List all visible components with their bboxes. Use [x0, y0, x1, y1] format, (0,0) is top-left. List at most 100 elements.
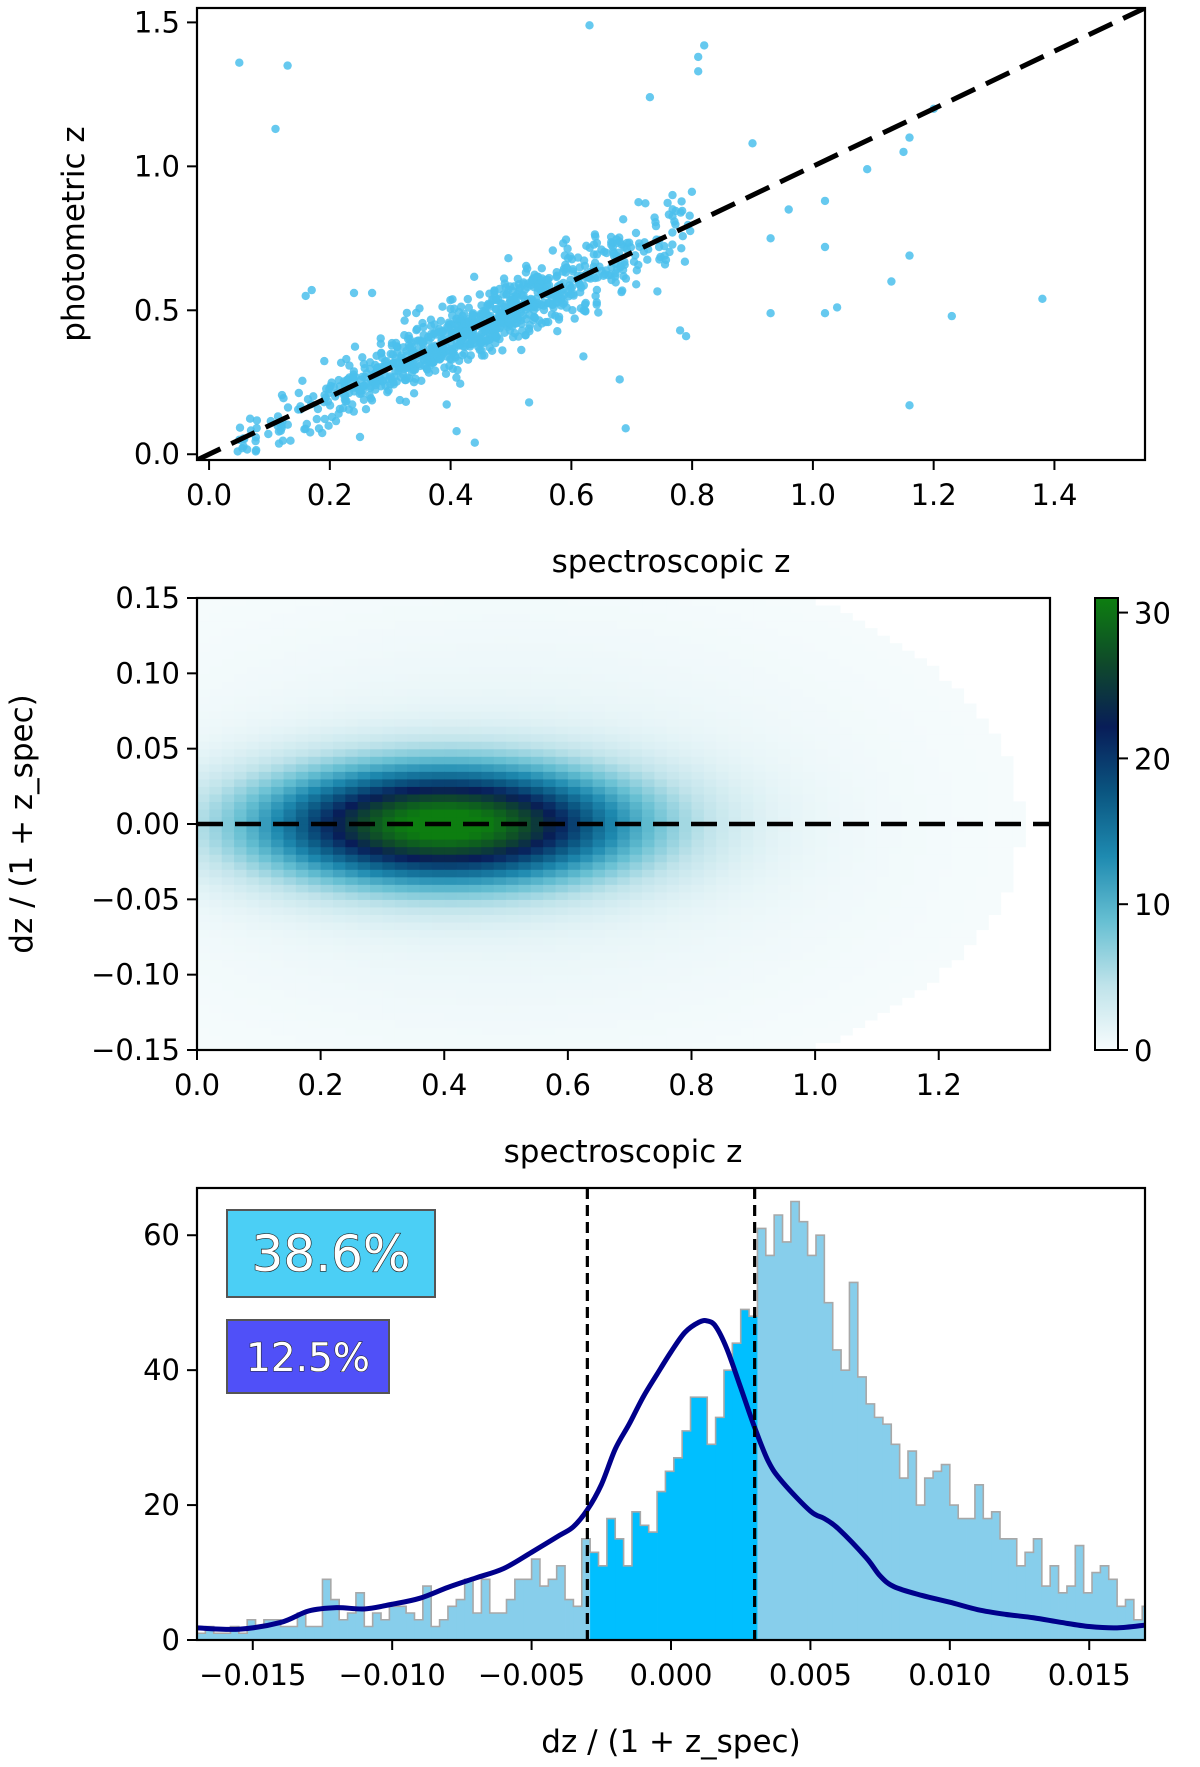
heatmap-cell — [703, 808, 717, 818]
heatmap-cell — [889, 801, 903, 810]
heatmap-cell — [518, 808, 532, 818]
heatmap-cell — [357, 613, 371, 622]
heatmap-cell — [493, 937, 507, 946]
heatmap-cell — [815, 876, 829, 885]
heatmap-cell — [790, 1034, 804, 1044]
heatmap-cell — [864, 906, 878, 915]
heatmap-cell — [370, 906, 384, 915]
heatmap-cell — [728, 620, 742, 629]
heatmap-cell — [370, 620, 384, 629]
heatmap-cell — [530, 711, 544, 720]
heatmap-cell — [382, 680, 396, 689]
heatmap-cell — [481, 605, 495, 614]
heatmap-cell — [394, 959, 408, 968]
heatmap-cell — [246, 861, 260, 870]
heatmap-cell — [234, 786, 248, 795]
heatmap-cell — [567, 937, 581, 946]
heatmap-cell — [246, 695, 260, 705]
heatmap-cell — [357, 635, 371, 644]
heatmap-cell — [629, 959, 643, 968]
heatmap-cell — [592, 741, 606, 750]
heatmap-cell — [666, 982, 680, 991]
heatmap-cell — [654, 733, 668, 742]
heatmap-cell — [456, 906, 470, 915]
heatmap-cell — [271, 944, 285, 953]
heatmap-cell — [209, 1019, 223, 1028]
heatmap-cell — [580, 824, 594, 833]
heatmap-cell — [765, 906, 779, 915]
heatmap-cell — [493, 989, 507, 998]
scatter-point — [405, 374, 414, 383]
heatmap-cell — [407, 914, 421, 923]
heatmap-cell — [370, 741, 384, 750]
heatmap-cell — [234, 733, 248, 742]
heatmap-cell — [419, 967, 433, 976]
heatmap-cell — [716, 748, 730, 757]
heatmap-cell — [394, 598, 408, 607]
heatmap-cell — [604, 711, 618, 720]
heatmap-cell — [382, 628, 396, 637]
heatmap-cell — [209, 771, 223, 780]
heatmap-cell — [271, 763, 285, 772]
heatmap-cell — [555, 891, 569, 900]
heatmap-cell — [580, 598, 594, 607]
heatmap-cell — [258, 816, 272, 825]
heatmap-cell — [728, 688, 742, 697]
heatmap-cell — [506, 748, 520, 757]
heatmap-cell — [1000, 831, 1014, 840]
heatmap-cell — [642, 793, 655, 802]
scatter-point — [619, 272, 628, 281]
heatmap-cell — [468, 846, 482, 855]
heatmap-cell — [951, 944, 965, 953]
heatmap-cell — [258, 673, 272, 682]
heatmap-cell — [543, 733, 557, 742]
scatter-point — [610, 272, 620, 281]
heatmap-cell — [530, 1012, 544, 1021]
heatmap-cell — [308, 598, 322, 607]
heatmap-cell — [295, 1019, 309, 1028]
heatmap-cell — [394, 831, 408, 840]
heatmap-cell — [679, 793, 693, 802]
heatmap-cell — [518, 1034, 532, 1044]
heatmap-cell — [456, 763, 470, 772]
heatmap-cell — [456, 839, 470, 848]
heatmap-cell — [889, 726, 903, 735]
heatmap-cell — [642, 635, 655, 644]
scatter-point — [591, 291, 600, 301]
heatmap-cell — [493, 673, 507, 682]
heatmap-cell — [295, 726, 309, 735]
heatmap-cell — [530, 831, 544, 840]
heatmap-cell — [357, 816, 371, 825]
heatmap-cell — [740, 741, 754, 750]
heatmap-cell — [543, 801, 557, 810]
heatmap-cell — [419, 695, 433, 705]
heatmap-cell — [332, 929, 346, 938]
heatmap-cell — [988, 846, 1002, 855]
heatmap-cell — [567, 989, 581, 998]
heatmap-cell — [407, 748, 421, 757]
annotation-outer-percent: 12.5% — [226, 1319, 390, 1394]
heatmap-cell — [431, 726, 445, 735]
heatmap-cell — [864, 711, 878, 720]
heatmap-cell — [271, 869, 285, 878]
scatter-point — [349, 407, 358, 416]
histogram-bar — [1167, 1620, 1176, 1640]
heatmap-cell — [394, 628, 408, 637]
scatter-point — [303, 395, 313, 404]
heatmap-cell — [468, 748, 482, 757]
heatmap-cell — [419, 643, 433, 652]
heatmap-cell — [642, 1012, 655, 1021]
heatmap-cell — [308, 786, 322, 795]
heatmap-cell — [543, 831, 557, 840]
heatmap-cell — [642, 650, 655, 659]
heatmap-cell — [332, 665, 346, 674]
heatmap-cell — [703, 861, 717, 870]
heatmap-cell — [481, 854, 495, 863]
heatmap-cell — [221, 1034, 235, 1044]
heatmap-cell — [345, 771, 359, 780]
heatmap-cell — [839, 891, 853, 900]
heatmap-cell — [580, 839, 594, 848]
heatmap-cell — [506, 620, 520, 629]
heatmap-cell — [926, 929, 940, 938]
heatmap-cell — [543, 914, 557, 923]
